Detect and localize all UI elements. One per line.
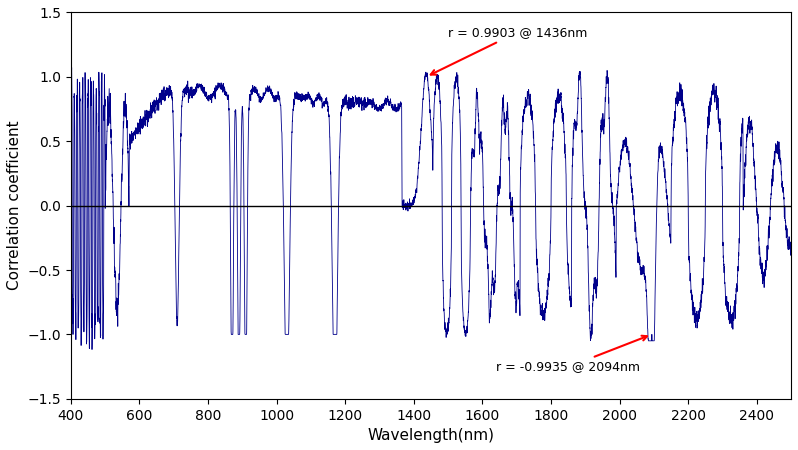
X-axis label: Wavelength(nm): Wavelength(nm) (367, 428, 495, 443)
Text: r = 0.9903 @ 1436nm: r = 0.9903 @ 1436nm (431, 26, 587, 75)
Y-axis label: Correlation coefficient: Correlation coefficient (7, 121, 22, 290)
Text: r = -0.9935 @ 2094nm: r = -0.9935 @ 2094nm (496, 336, 647, 374)
